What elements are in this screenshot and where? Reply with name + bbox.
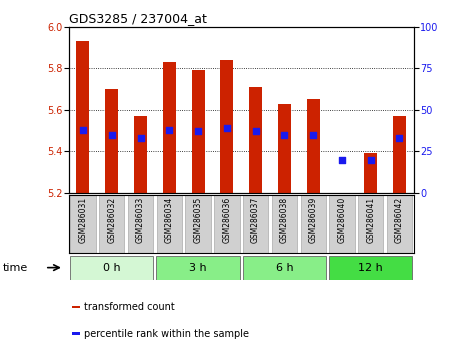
Text: GSM286040: GSM286040 (337, 196, 346, 243)
Text: time: time (2, 263, 27, 273)
Bar (70, 195, 96, 253)
Bar (387, 195, 412, 253)
Bar (192, 70, 204, 193)
Bar (77, 41, 89, 193)
Point (309, 132, 317, 138)
Bar (185, 195, 211, 253)
Bar (163, 62, 176, 193)
Bar (249, 87, 262, 193)
Text: 12 h: 12 h (359, 263, 383, 273)
Bar (243, 195, 268, 253)
Bar (364, 153, 377, 193)
Bar (72, 332, 80, 335)
Text: 0 h: 0 h (103, 263, 121, 273)
Point (166, 127, 173, 132)
Bar (105, 89, 118, 193)
Bar (300, 195, 326, 253)
Text: GDS3285 / 237004_at: GDS3285 / 237004_at (69, 12, 206, 25)
Text: 6 h: 6 h (276, 263, 293, 273)
Bar (157, 256, 240, 280)
Bar (329, 256, 412, 280)
Point (252, 129, 259, 134)
Bar (358, 195, 384, 253)
Text: GSM286033: GSM286033 (136, 196, 145, 243)
Bar (128, 195, 153, 253)
Bar (157, 195, 182, 253)
Text: GSM286035: GSM286035 (193, 196, 202, 243)
Point (223, 125, 231, 131)
Text: GSM286039: GSM286039 (309, 196, 318, 243)
Text: GSM286034: GSM286034 (165, 196, 174, 243)
Point (79, 127, 87, 132)
Bar (72, 306, 80, 308)
Bar (393, 116, 406, 193)
Point (396, 135, 403, 141)
Point (194, 129, 202, 134)
Text: GSM286042: GSM286042 (395, 196, 404, 242)
Bar (243, 256, 326, 280)
Bar (307, 99, 320, 193)
Text: GSM286032: GSM286032 (107, 196, 116, 242)
Text: 3 h: 3 h (189, 263, 207, 273)
Point (108, 132, 115, 138)
Text: GSM286031: GSM286031 (79, 196, 88, 242)
Point (338, 157, 346, 162)
Bar (134, 116, 147, 193)
Text: GSM286038: GSM286038 (280, 196, 289, 242)
Text: transformed count: transformed count (84, 302, 175, 312)
Bar (99, 195, 124, 253)
Bar (272, 195, 297, 253)
Point (367, 157, 375, 162)
Text: GSM286037: GSM286037 (251, 196, 260, 243)
Bar (329, 195, 355, 253)
Text: percentile rank within the sample: percentile rank within the sample (84, 329, 249, 339)
Bar (214, 195, 239, 253)
Text: GSM286036: GSM286036 (222, 196, 231, 243)
Point (280, 132, 288, 138)
Bar (70, 256, 153, 280)
Text: GSM286041: GSM286041 (366, 196, 375, 242)
Bar (278, 103, 291, 193)
Point (137, 135, 144, 141)
Bar (220, 60, 233, 193)
